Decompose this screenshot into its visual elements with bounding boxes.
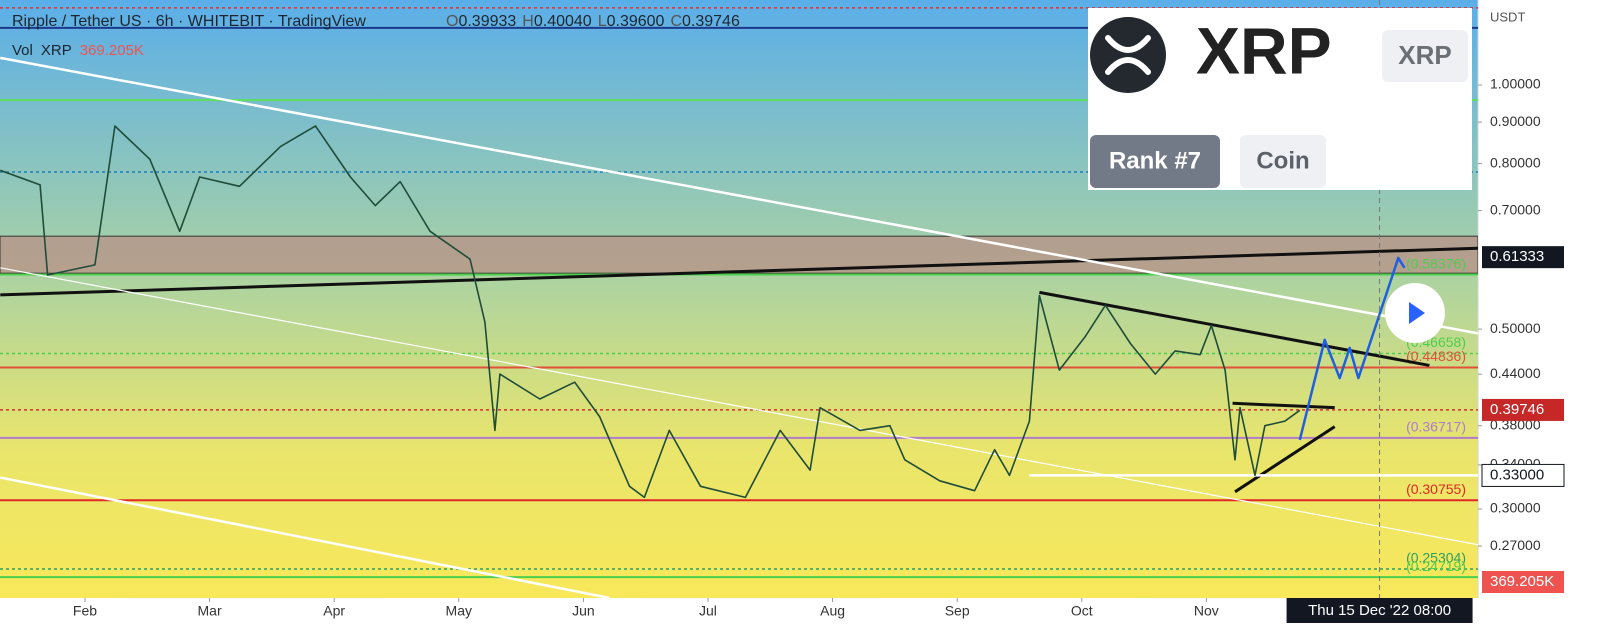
ohlc-label: O	[446, 13, 458, 30]
price-tag	[1482, 246, 1564, 269]
coin-logo	[1090, 17, 1166, 93]
x-tick-label: Feb	[73, 603, 97, 619]
level-label: (0.24719)	[1406, 558, 1466, 574]
projection-line	[1298, 256, 1406, 441]
x-tick-label: Nov	[1194, 603, 1219, 619]
volume-value: 369.205K	[80, 42, 144, 59]
ohlc-label: C	[670, 13, 682, 30]
coin-name: XRP	[1196, 13, 1332, 87]
ohlc-value: 0.39933	[458, 13, 516, 30]
time-axis	[0, 598, 1478, 638]
level-label: (0.44836)	[1406, 348, 1466, 364]
play-button[interactable]	[1385, 283, 1445, 343]
y-tick-label: 0.50000	[1490, 320, 1541, 336]
trend-line	[0, 56, 1478, 335]
level-label: (0.58376)	[1406, 255, 1466, 271]
y-tick-label: 0.80000	[1490, 154, 1541, 170]
price-line	[0, 125, 1301, 499]
y-tick-label: 0.27000	[1490, 537, 1541, 553]
ohlc-value: 0.39746	[682, 13, 740, 30]
volume-tag	[1482, 571, 1564, 593]
price-tag	[1482, 398, 1564, 421]
trend-line	[1234, 425, 1336, 494]
coin-logo-mark	[1105, 35, 1151, 75]
trend-line	[1039, 290, 1430, 367]
y-tick-label: 1.00000	[1490, 76, 1541, 92]
price-tag-label: 0.61333	[1490, 248, 1544, 265]
y-tick-label: 0.44000	[1490, 365, 1541, 381]
coin-rank: Rank #7	[1109, 147, 1201, 174]
volume-legend: Vol XRP 369.205K	[12, 42, 144, 59]
level-label: (0.30755)	[1406, 481, 1466, 497]
trend-line	[1232, 401, 1335, 410]
x-tick-label: Jul	[699, 603, 717, 619]
y-tick-label: 0.70000	[1490, 201, 1541, 217]
ohlc-value: 0.39600	[607, 13, 665, 30]
trend-line	[0, 246, 1478, 297]
coin-ticker: XRP	[1398, 40, 1451, 70]
x-tick-label: May	[446, 603, 472, 619]
x-tick-label: Jun	[572, 603, 595, 619]
crosshair-date: Thu 15 Dec '22 08:00	[1308, 602, 1451, 619]
y-tick-label: 0.90000	[1490, 113, 1541, 129]
ohlc-label: L	[598, 13, 607, 30]
x-tick-label: Oct	[1071, 603, 1093, 619]
price-tag	[1481, 463, 1565, 487]
price-tag-label: 0.33000	[1490, 466, 1544, 483]
x-tick-label: Mar	[198, 603, 222, 619]
crosshair-date-bg	[1286, 598, 1473, 623]
trend-line	[0, 476, 610, 598]
ticker-badge	[1382, 30, 1468, 82]
level-label: (0.25304)	[1406, 550, 1466, 566]
ohlc-label: H	[522, 13, 534, 30]
volume-label: Vol	[12, 42, 33, 59]
ohlc-value: 0.40040	[534, 13, 592, 30]
price-axis	[1478, 0, 1600, 638]
play-icon[interactable]	[1409, 302, 1425, 324]
trend-line	[0, 267, 1478, 546]
price-tag-label: 0.39746	[1490, 401, 1544, 418]
coin-card: XRP XRP Rank #7 Coin	[1088, 8, 1472, 190]
rank-badge	[1090, 135, 1220, 188]
currency: USDT	[1490, 9, 1525, 24]
kind-badge	[1240, 135, 1326, 188]
x-tick-label: Aug	[820, 603, 845, 619]
chart-title: Ripple / Tether US · 6h · WHITEBIT · Tra…	[12, 13, 366, 30]
ohlc: O0.39933 H0.40040 L0.39600 C0.39746	[446, 13, 740, 30]
x-tick-label: Apr	[323, 603, 345, 619]
volume-tag-label: 369.205K	[1490, 573, 1554, 590]
level-label: (0.36717)	[1406, 419, 1466, 435]
coin-kind: Coin	[1256, 147, 1309, 174]
x-tick-label: Sep	[945, 603, 970, 619]
volume-symbol: XRP	[41, 42, 72, 59]
y-tick-label: 0.30000	[1490, 500, 1541, 516]
